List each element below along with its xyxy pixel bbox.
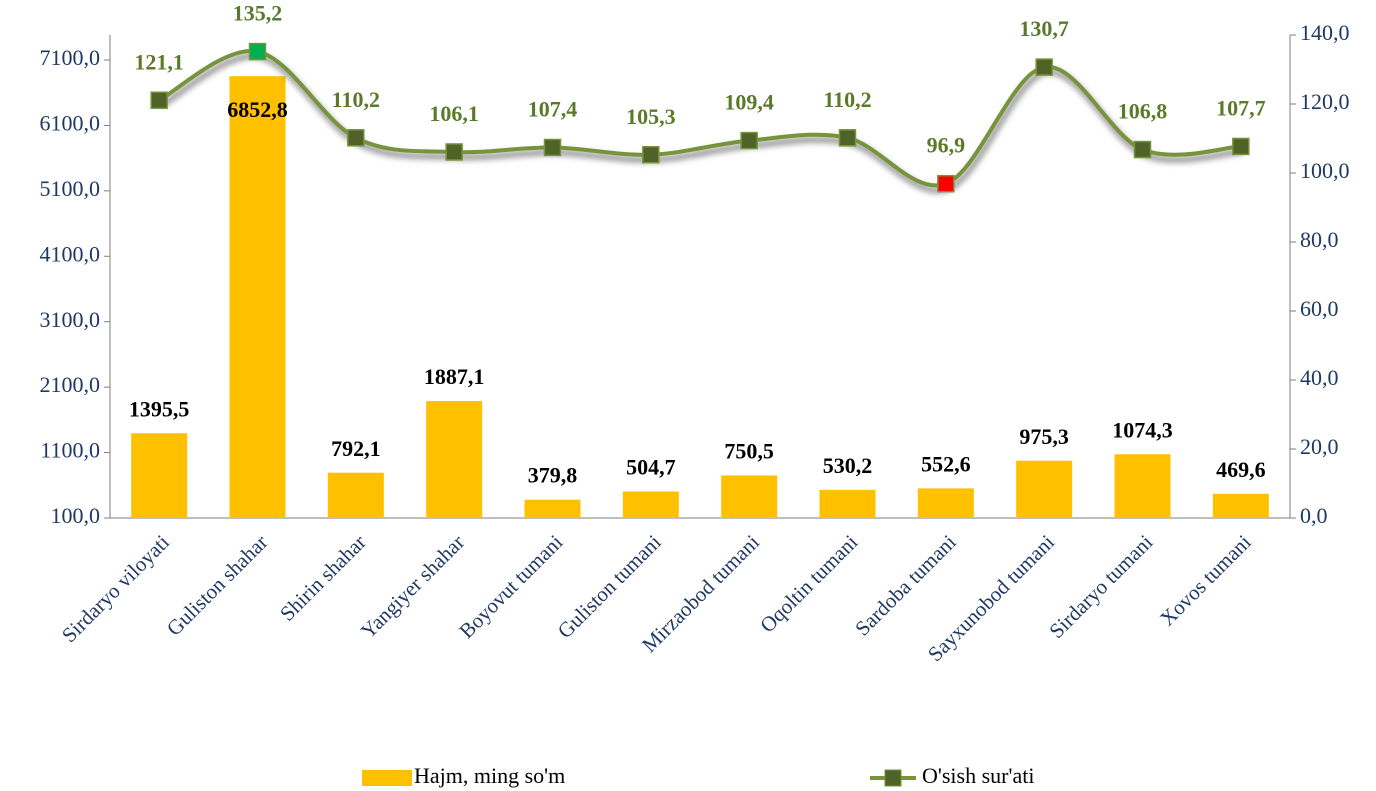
legend-label: O'sish sur'ati	[922, 763, 1034, 788]
x-tick-label: Sardoba tumani	[850, 530, 961, 641]
bar-value-label: 379,8	[528, 463, 578, 488]
y2-tick-label: 0,0	[1300, 503, 1328, 528]
x-tick-label: Xovos tumani	[1155, 530, 1256, 631]
x-tick-label: Guliston shahar	[162, 530, 273, 641]
line-value-label: 110,2	[823, 87, 871, 112]
line-value-label: 107,7	[1216, 95, 1266, 120]
line-marker	[1035, 58, 1053, 76]
bar-value-label: 750,5	[724, 438, 774, 463]
line-value-label: 106,1	[429, 101, 479, 126]
bar-value-label: 530,2	[823, 453, 873, 478]
line-marker	[740, 131, 758, 150]
line-marker	[642, 145, 660, 164]
y2-tick-label: 140,0	[1300, 20, 1350, 45]
y2-tick-label: 100,0	[1300, 158, 1350, 183]
y2-tick-label: 20,0	[1300, 434, 1339, 459]
line-value-label: 130,7	[1019, 16, 1069, 41]
bar-value-label: 552,6	[921, 451, 971, 476]
bar-value-label: 792,1	[331, 436, 381, 461]
line-marker	[543, 138, 562, 157]
x-tick-label: Sirdaryo viloyati	[57, 530, 174, 647]
bar	[622, 491, 679, 518]
legend-marker	[884, 769, 902, 787]
y2-tick-label: 40,0	[1300, 365, 1339, 390]
line-marker	[937, 174, 955, 193]
bar	[1114, 454, 1171, 518]
bar	[819, 489, 876, 518]
y2-tick-label: 120,0	[1300, 89, 1350, 114]
y-tick-label: 6100,0	[40, 110, 101, 135]
bar	[524, 499, 581, 518]
line-marker	[1232, 137, 1250, 156]
x-tick-label: Shirin shahar	[275, 530, 371, 626]
line-marker	[150, 91, 168, 109]
y-tick-label: 2100,0	[40, 372, 101, 397]
bar	[917, 488, 974, 518]
line-value-label: 106,8	[1118, 99, 1168, 124]
x-tick-label: Oqoltin tumani	[755, 530, 862, 637]
bar	[327, 472, 384, 518]
bar	[131, 433, 188, 518]
y-tick-label: 3100,0	[40, 307, 101, 332]
line	[158, 49, 1241, 188]
line-value-label: 110,2	[332, 87, 380, 112]
line-marker	[347, 129, 365, 147]
y2-tick-label: 80,0	[1300, 227, 1339, 252]
bar-value-label: 504,7	[626, 455, 676, 480]
bar-value-label: 1395,5	[129, 396, 190, 421]
y-tick-label: 100,0	[51, 503, 101, 528]
bar	[1016, 460, 1073, 518]
y-tick-label: 5100,0	[40, 176, 101, 201]
line-value-label: 96,9	[927, 133, 966, 158]
bar	[1212, 493, 1269, 518]
line-value-label: 107,4	[528, 97, 578, 122]
bar-value-label: 469,6	[1216, 457, 1266, 482]
bar-value-label: 975,3	[1019, 424, 1069, 449]
bar-value-label: 1887,1	[424, 364, 485, 389]
x-tick-label: Boyovut tumani	[454, 530, 567, 643]
bar-value-label: 6852,8	[227, 97, 288, 122]
line-shadow	[159, 53, 1244, 194]
line-marker	[838, 129, 857, 147]
line-value-label: 105,3	[626, 104, 676, 129]
x-tick-label: Yangiyer shahar	[356, 530, 469, 643]
y-tick-label: 7100,0	[40, 45, 101, 70]
line-marker	[248, 42, 267, 61]
bar-value-label: 1074,3	[1112, 417, 1173, 442]
x-tick-label: Guliston tumani	[553, 530, 666, 643]
line-value-label: 109,4	[724, 90, 774, 115]
bar	[721, 475, 778, 518]
line-marker	[445, 143, 463, 161]
x-tick-label: Sirdaryo tumani	[1044, 530, 1157, 643]
y-tick-label: 4100,0	[40, 241, 101, 266]
line-value-label: 121,1	[134, 49, 184, 74]
y2-tick-label: 60,0	[1300, 296, 1339, 321]
legend-swatch	[362, 770, 412, 786]
line-value-label: 135,2	[233, 1, 283, 26]
legend-label: Hajm, ming so'm	[414, 763, 565, 788]
line-marker	[1133, 140, 1152, 159]
y-tick-label: 1100,0	[40, 438, 100, 463]
bar	[229, 76, 286, 519]
bar	[426, 401, 483, 518]
